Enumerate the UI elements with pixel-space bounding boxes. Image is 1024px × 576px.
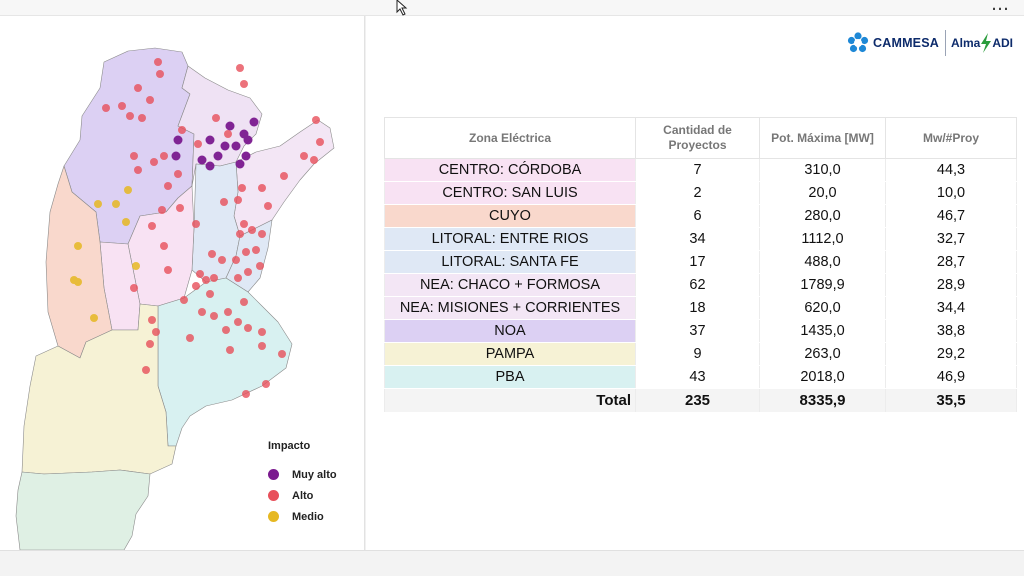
ratio-cell: 46,9 <box>885 365 1017 389</box>
count-cell: 7 <box>635 158 760 182</box>
zones-table: Zona Eléctrica Cantidad de Proyectos Pot… <box>384 117 1017 413</box>
zone-cell: NEA: CHACO + FORMOSA <box>384 273 636 297</box>
legend-dot-icon <box>268 511 279 522</box>
cammesa-logo-icon <box>847 32 869 53</box>
zone-cell: LITORAL: SANTA FE <box>384 250 636 274</box>
table-header-row: Zona Eléctrica Cantidad de Proyectos Pot… <box>384 117 1017 159</box>
table-row[interactable]: NEA: CHACO + FORMOSA 62 1789,9 28,9 <box>384 273 1017 297</box>
total-count: 235 <box>635 388 760 413</box>
count-cell: 17 <box>635 250 760 274</box>
potencia-cell: 280,0 <box>759 204 886 228</box>
potencia-cell: 488,0 <box>759 250 886 274</box>
legend-dot-icon <box>268 490 279 501</box>
ratio-cell: 38,8 <box>885 319 1017 343</box>
count-cell: 9 <box>635 342 760 366</box>
count-cell: 43 <box>635 365 760 389</box>
potencia-cell: 2018,0 <box>759 365 886 389</box>
top-bar: … <box>0 0 1024 16</box>
legend-label: Muy alto <box>292 468 337 481</box>
potencia-cell: 1435,0 <box>759 319 886 343</box>
adi-wordmark: ADI <box>992 36 1013 50</box>
ratio-cell: 32,7 <box>885 227 1017 251</box>
table-panel: CAMMESA Alma ADI Zona Eléctrica Cantidad… <box>366 16 1024 550</box>
ratio-cell: 34,4 <box>885 296 1017 320</box>
table-row[interactable]: CENTRO: CÓRDOBA 7 310,0 44,3 <box>384 158 1017 182</box>
table-row[interactable]: NEA: MISIONES + CORRIENTES 18 620,0 34,4 <box>384 296 1017 320</box>
potencia-cell: 1789,9 <box>759 273 886 297</box>
logo-divider <box>944 30 946 56</box>
count-cell: 6 <box>635 204 760 228</box>
lightning-icon <box>981 33 992 53</box>
column-header-cantidad[interactable]: Cantidad de Proyectos <box>635 117 760 159</box>
count-cell: 37 <box>635 319 760 343</box>
total-potencia: 8335,9 <box>759 388 886 413</box>
count-cell: 18 <box>635 296 760 320</box>
potencia-cell: 263,0 <box>759 342 886 366</box>
zone-cell: PBA <box>384 365 636 389</box>
ratio-cell: 28,9 <box>885 273 1017 297</box>
ratio-cell: 10,0 <box>885 181 1017 205</box>
alma-wordmark: Alma <box>950 36 981 50</box>
table-row[interactable]: PAMPA 9 263,0 29,2 <box>384 342 1017 366</box>
potencia-cell: 620,0 <box>759 296 886 320</box>
zone-cell: CUYO <box>384 204 636 228</box>
zone-cell: NEA: MISIONES + CORRIENTES <box>384 296 636 320</box>
zone-cell: CENTRO: CÓRDOBA <box>384 158 636 182</box>
column-header-potencia[interactable]: Pot. Máxima [MW] <box>759 117 886 159</box>
logo: CAMMESA Alma ADI <box>846 30 1013 56</box>
mouse-pointer-icon <box>396 0 408 16</box>
zone-cell: LITORAL: ENTRE RIOS <box>384 227 636 251</box>
zone-cell: NOA <box>384 319 636 343</box>
table-total-row: Total 235 8335,9 35,5 <box>384 388 1017 413</box>
legend-label: Medio <box>292 510 324 523</box>
table-row[interactable]: PBA 43 2018,0 46,9 <box>384 365 1017 389</box>
table-row[interactable]: NOA 37 1435,0 38,8 <box>384 319 1017 343</box>
cammesa-wordmark: CAMMESA <box>873 36 939 50</box>
potencia-cell: 310,0 <box>759 158 886 182</box>
region-pba <box>157 277 293 447</box>
map-legend: Impacto Muy alto Alto Medio <box>268 440 337 527</box>
legend-item-muy-alto: Muy alto <box>268 464 337 485</box>
potencia-cell: 1112,0 <box>759 227 886 251</box>
legend-item-alto: Alto <box>268 485 337 506</box>
bottom-bar <box>0 550 1024 576</box>
ratio-cell: 28,7 <box>885 250 1017 274</box>
count-cell: 62 <box>635 273 760 297</box>
table-row[interactable]: CUYO 6 280,0 46,7 <box>384 204 1017 228</box>
ratio-cell: 46,7 <box>885 204 1017 228</box>
more-options-icon[interactable]: … <box>991 0 1010 15</box>
count-cell: 2 <box>635 181 760 205</box>
total-ratio: 35,5 <box>885 388 1017 413</box>
table-row[interactable]: CENTRO: SAN LUIS 2 20,0 10,0 <box>384 181 1017 205</box>
count-cell: 34 <box>635 227 760 251</box>
legend-label: Alto <box>292 489 314 502</box>
legend-item-medio: Medio <box>268 506 337 527</box>
zone-cell: PAMPA <box>384 342 636 366</box>
region-patagonia <box>15 469 151 550</box>
potencia-cell: 20,0 <box>759 181 886 205</box>
total-label: Total <box>384 388 636 413</box>
argentina-map <box>15 47 335 550</box>
column-header-ratio[interactable]: Mw/#Proy <box>885 117 1017 159</box>
legend-title: Impacto <box>268 440 311 452</box>
table-row[interactable]: LITORAL: ENTRE RIOS 34 1112,0 32,7 <box>384 227 1017 251</box>
column-header-zona[interactable]: Zona Eléctrica <box>384 117 636 159</box>
map-panel: Impacto Muy alto Alto Medio <box>0 16 365 550</box>
legend-dot-icon <box>268 469 279 480</box>
table-row[interactable]: LITORAL: SANTA FE 17 488,0 28,7 <box>384 250 1017 274</box>
region-pampa <box>21 303 177 475</box>
ratio-cell: 44,3 <box>885 158 1017 182</box>
ratio-cell: 29,2 <box>885 342 1017 366</box>
region-litoral-entre-rios <box>225 219 273 293</box>
zone-cell: CENTRO: SAN LUIS <box>384 181 636 205</box>
